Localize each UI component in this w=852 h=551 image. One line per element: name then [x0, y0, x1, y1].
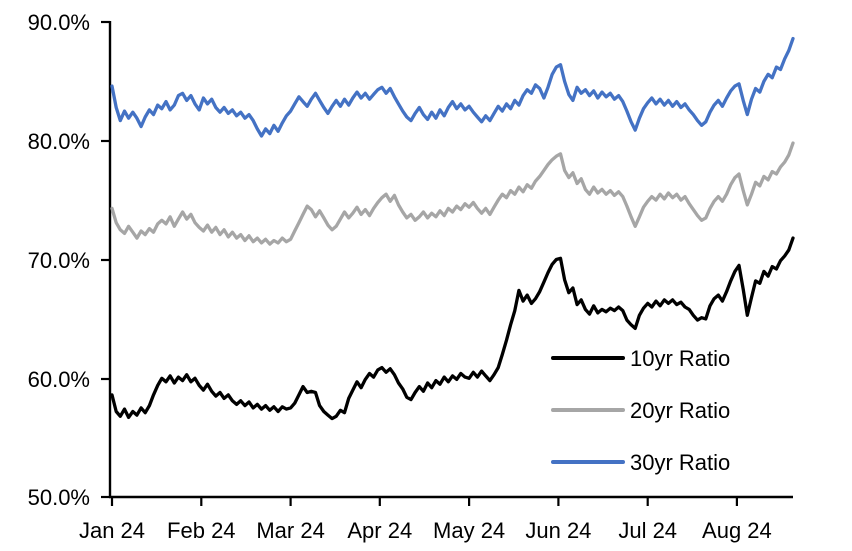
x-tick-label: Aug 24: [702, 518, 772, 543]
legend: 10yr Ratio 20yr Ratio 30yr Ratio: [551, 346, 730, 475]
x-tick-label: May 24: [433, 518, 505, 543]
x-tick-jul: Jul 24: [618, 497, 677, 543]
legend-item-20yr: 20yr Ratio: [551, 398, 730, 423]
legend-item-30yr: 30yr Ratio: [551, 450, 730, 475]
legend-label-30yr: 30yr Ratio: [630, 450, 730, 475]
plot-area: [110, 36, 795, 421]
x-tick-label: Jan 24: [79, 518, 145, 543]
x-tick-mar: Mar 24: [256, 497, 325, 543]
legend-item-10yr: 10yr Ratio: [551, 346, 730, 371]
y-tick-label: 90.0%: [28, 10, 90, 35]
y-tick-label: 70.0%: [28, 248, 90, 273]
series-line-20yr-ratio: [110, 141, 795, 246]
y-tick-label: 80.0%: [28, 129, 90, 154]
x-tick-jun: Jun 24: [525, 497, 591, 543]
x-tick-jan: Jan 24: [79, 497, 145, 543]
x-tick-label: Feb 24: [167, 518, 236, 543]
x-tick-label: Jun 24: [525, 518, 591, 543]
y-axis: 90.0% 80.0% 70.0% 60.0% 50.0%: [28, 10, 112, 510]
y-tick-label: 60.0%: [28, 367, 90, 392]
x-axis: Jan 24 Feb 24 Mar 24 Apr 24 May 24 Jun 2…: [79, 495, 793, 543]
series-line-30yr-ratio: [110, 36, 795, 138]
x-tick-label: Apr 24: [347, 518, 412, 543]
legend-label-10yr: 10yr Ratio: [630, 346, 730, 371]
x-tick-label: Jul 24: [618, 518, 677, 543]
x-tick-aug: Aug 24: [702, 497, 772, 543]
legend-label-20yr: 20yr Ratio: [630, 398, 730, 423]
x-tick-apr: Apr 24: [347, 497, 412, 543]
series-line-10yr-ratio: [110, 236, 795, 421]
x-tick-label: Mar 24: [256, 518, 324, 543]
x-tick-feb: Feb 24: [167, 497, 236, 543]
x-tick-may: May 24: [433, 497, 505, 543]
y-tick-label: 50.0%: [28, 485, 90, 510]
